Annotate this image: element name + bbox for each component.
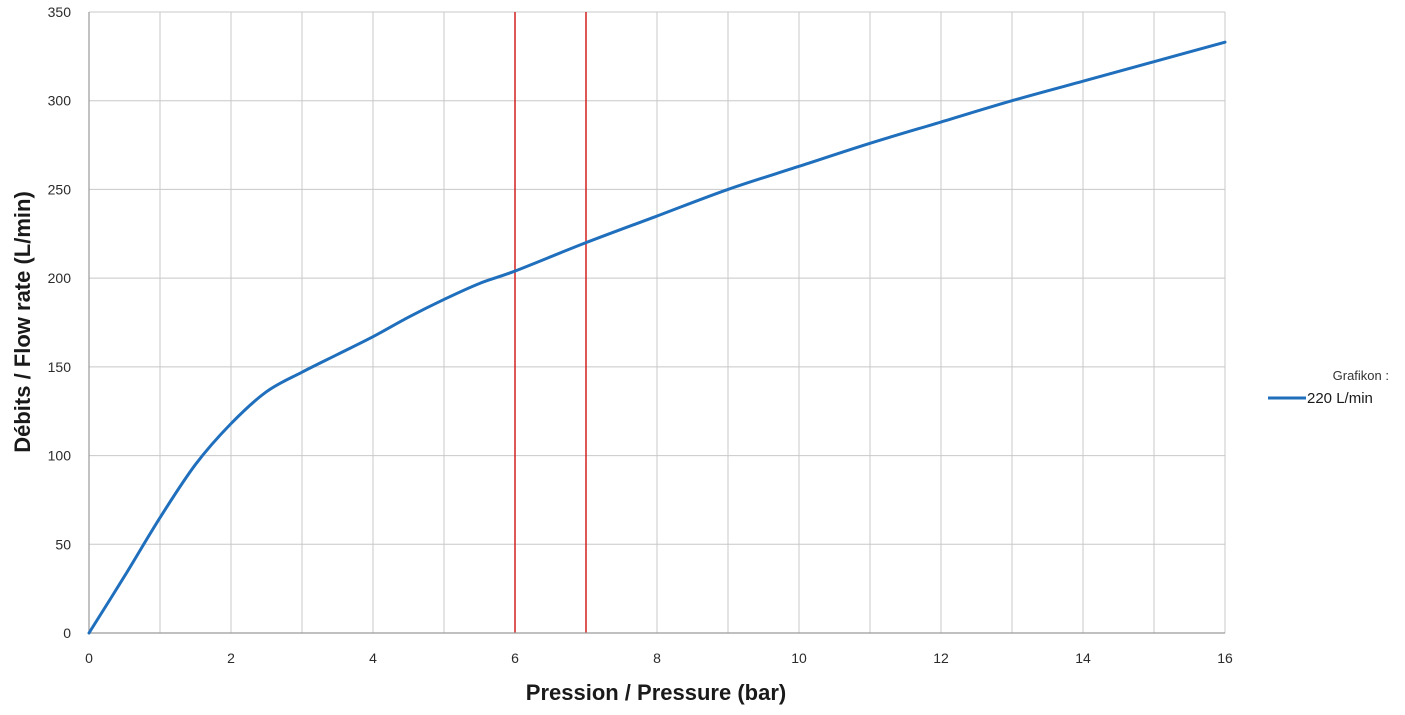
- legend-title: Grafikon :: [1333, 368, 1389, 383]
- y-tick-label: 350: [48, 4, 72, 20]
- y-tick-label: 50: [55, 536, 71, 552]
- tick-labels: 0 2 4 6 8 10 12 14 16 0 50 100 150 200 250 300 350: [48, 4, 1233, 666]
- x-tick-label: 4: [369, 650, 377, 666]
- x-tick-label: 12: [933, 650, 949, 666]
- grid-layer: [89, 12, 1225, 633]
- reference-lines: [515, 12, 586, 633]
- x-tick-label: 8: [653, 650, 661, 666]
- x-tick-label: 10: [791, 650, 807, 666]
- y-tick-label: 100: [48, 448, 72, 464]
- y-tick-label: 300: [48, 93, 72, 109]
- y-tick-label: 150: [48, 359, 72, 375]
- x-tick-label: 6: [511, 650, 519, 666]
- legend: Grafikon : 220 L/min: [1268, 368, 1389, 407]
- x-axis-title: Pression / Pressure (bar): [526, 680, 786, 705]
- x-tick-label: 2: [227, 650, 235, 666]
- y-tick-label: 200: [48, 270, 72, 286]
- y-tick-label: 0: [63, 625, 71, 641]
- x-tick-label: 14: [1075, 650, 1091, 666]
- x-tick-label: 0: [85, 650, 93, 666]
- legend-label-220-l-min: 220 L/min: [1307, 390, 1373, 407]
- y-tick-label: 250: [48, 181, 72, 197]
- y-axis-title: Débits / Flow rate (L/min): [10, 191, 35, 453]
- x-tick-label: 16: [1217, 650, 1233, 666]
